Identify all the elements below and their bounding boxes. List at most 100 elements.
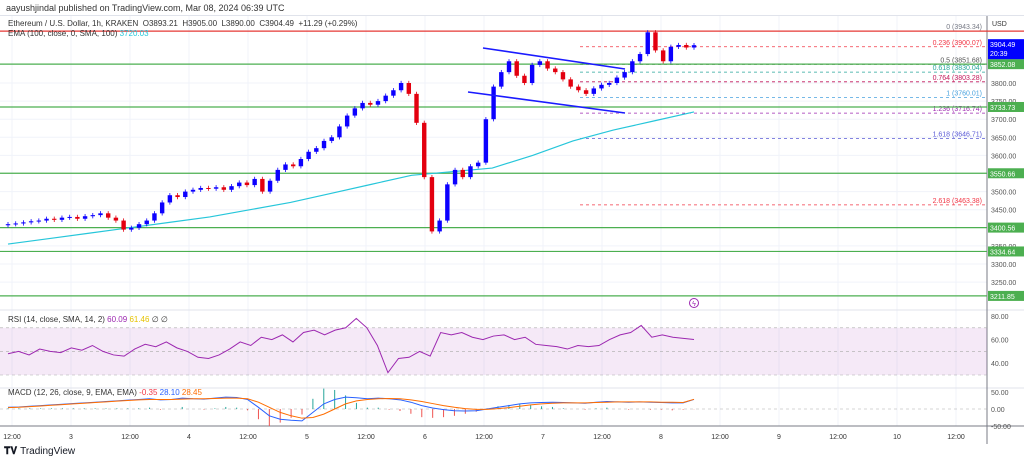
open-value: O3893.21 (142, 19, 178, 28)
rsi-axis-label: 40.00 (991, 361, 1009, 368)
time-axis-label: 5 (305, 434, 309, 441)
time-axis-label: 7 (541, 434, 545, 441)
time-axis-label: 4 (187, 434, 191, 441)
candle (375, 101, 381, 105)
macd-axis-label: 50.00 (991, 390, 1009, 397)
candle (90, 215, 95, 217)
support-price-label: 3211.85 (990, 294, 1015, 301)
candle (414, 93, 419, 123)
support-price-tag (988, 246, 1024, 257)
low-value: L3890.00 (221, 19, 255, 28)
fib-level-label: 1.618 (3646.71) (933, 131, 982, 138)
candle (506, 61, 512, 73)
fib-level-label: 1 (3760.01) (946, 90, 982, 97)
candle (545, 61, 550, 69)
candle (267, 180, 273, 192)
rsi-axis-label: 60.00 (991, 338, 1009, 345)
candle (229, 186, 234, 190)
candle (653, 32, 658, 51)
candle (514, 61, 519, 76)
candle (406, 83, 412, 94)
macd-legend[interactable]: MACD (12, 26, close, 9, EMA, EMA) -0.35 … (8, 388, 202, 397)
candle (82, 216, 88, 219)
candle (298, 159, 304, 167)
time-axis-label: 9 (777, 434, 781, 441)
time-axis-label: 12:00 (947, 434, 965, 441)
candle (468, 166, 473, 178)
support-price-label: 3733.73 (990, 105, 1015, 112)
tradingview-logo[interactable]: 𝐓𝐕 TradingView (4, 446, 75, 457)
candle (275, 169, 280, 181)
candle (244, 182, 250, 186)
ema-line (7, 111, 695, 245)
candle (344, 115, 350, 127)
symbol-legend[interactable]: Ethereum / U.S. Dollar, 1h, KRAKEN O3893… (8, 19, 357, 28)
price-axis-label: 3250.00 (991, 280, 1016, 287)
candle (460, 169, 465, 178)
chart-frame[interactable]: 12:00 3 12:00 4 12:00 5 12:00 6 12:00 7 12:00 8 12:0… (0, 15, 1024, 444)
time-axis-label: 6 (423, 434, 427, 441)
time-axis-label: 12:00 (3, 434, 21, 441)
candle (684, 44, 689, 48)
candle (337, 126, 342, 138)
publish-info: aayushjindal published on TradingView.co… (6, 3, 285, 13)
candle (260, 178, 265, 192)
macd-label: MACD (12, 26, close, 9, EMA, EMA) (8, 388, 137, 397)
candle (499, 72, 504, 87)
price-axis-label: 3300.00 (991, 262, 1016, 269)
candle (314, 148, 319, 152)
candle (75, 216, 80, 219)
candle (175, 195, 180, 198)
lightning-icon-glyph: ϟ (692, 301, 696, 308)
time-axis-label: 12:00 (593, 434, 611, 441)
candle (190, 189, 196, 192)
fib-level-label: 0.764 (3803.28) (933, 75, 982, 82)
rsi-line (7, 317, 695, 374)
price-chart[interactable]: 12:00 3 12:00 4 12:00 5 12:00 6 12:00 7 12:00 8 12:0… (0, 16, 1024, 444)
ema-legend[interactable]: EMA (100, close, 0, SMA, 100) 3720.03 (8, 29, 149, 38)
change-value: +11.29 (+0.29%) (298, 19, 358, 28)
support-price-label: 3852.08 (990, 62, 1015, 69)
brand-name: TradingView (20, 446, 76, 457)
candle (676, 44, 681, 47)
candle (622, 72, 627, 78)
symbol-name: Ethereum / U.S. Dollar, 1h, KRAKEN (8, 19, 139, 28)
candle (391, 90, 396, 96)
macd-axis-label: 0.00 (991, 407, 1005, 414)
candle (576, 86, 581, 91)
candle (28, 221, 34, 223)
candle (5, 224, 11, 226)
signal-line (7, 397, 695, 419)
support-price-label: 3334.64 (990, 249, 1015, 256)
time-axis-label: 12:00 (711, 434, 729, 441)
candle (630, 61, 635, 73)
candle (645, 32, 650, 55)
candle (583, 90, 589, 94)
macd-signal-value: 28.45 (181, 388, 202, 397)
candle (129, 227, 134, 230)
rsi-label: RSI (14, close, SMA, 14, 2) (8, 315, 105, 324)
candle (383, 95, 388, 102)
current-price-tag (988, 39, 1024, 60)
candle (668, 46, 674, 62)
time-axis-label: 12:00 (475, 434, 493, 441)
candle (599, 84, 604, 89)
candle (398, 83, 404, 91)
macd-hist-value: -0.35 (139, 388, 158, 397)
price-axis-label: 3650.00 (991, 135, 1016, 142)
candle (159, 202, 165, 214)
support-price-tag (988, 168, 1024, 179)
candle (206, 187, 211, 189)
rsi-extra: ∅ ∅ (151, 315, 168, 324)
candle (221, 187, 227, 190)
candle (321, 140, 327, 149)
channel-upper-line (482, 47, 626, 70)
fib-level-label: 2.618 (3463.38) (933, 198, 982, 205)
candle (152, 213, 157, 221)
support-price-label: 3550.66 (990, 171, 1015, 178)
price-axis-label: 3800.00 (991, 81, 1016, 88)
rsi-legend[interactable]: RSI (14, close, SMA, 14, 2) 60.09 61.46 … (8, 315, 168, 324)
currency-label: USD (992, 21, 1007, 28)
price-axis-label: 3700.00 (991, 117, 1016, 124)
candle (198, 187, 203, 190)
